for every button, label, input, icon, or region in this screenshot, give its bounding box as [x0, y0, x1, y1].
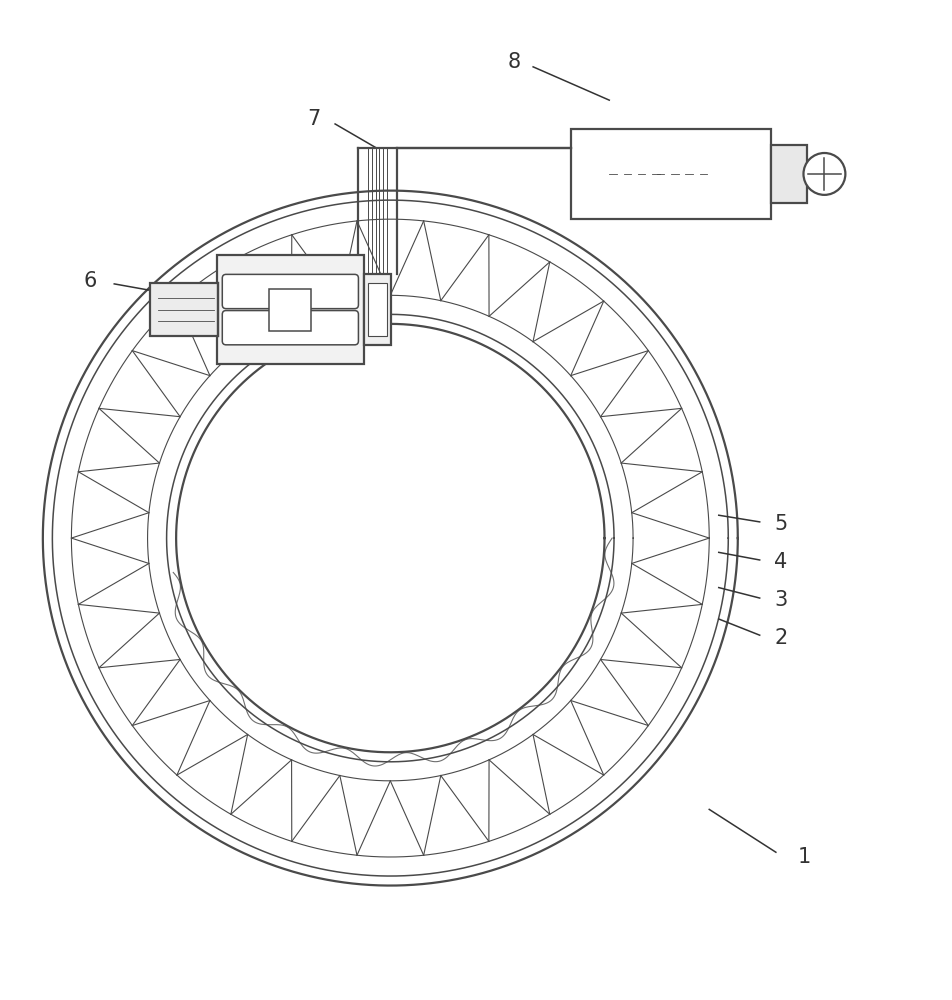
- Text: 8: 8: [507, 52, 521, 72]
- Text: 4: 4: [774, 552, 787, 572]
- Bar: [269, 289, 311, 331]
- Text: 3: 3: [774, 590, 787, 610]
- Bar: [149, 283, 218, 336]
- FancyBboxPatch shape: [222, 311, 358, 345]
- Bar: [771, 145, 807, 202]
- Bar: [571, 129, 771, 219]
- Text: 5: 5: [774, 514, 787, 534]
- Text: 6: 6: [84, 271, 97, 291]
- FancyBboxPatch shape: [222, 274, 358, 309]
- Text: 1: 1: [798, 847, 811, 867]
- Text: 2: 2: [774, 628, 787, 648]
- Circle shape: [803, 153, 845, 195]
- Text: 7: 7: [307, 109, 321, 129]
- Bar: [216, 255, 364, 364]
- Bar: [364, 274, 390, 345]
- Bar: [367, 283, 387, 336]
